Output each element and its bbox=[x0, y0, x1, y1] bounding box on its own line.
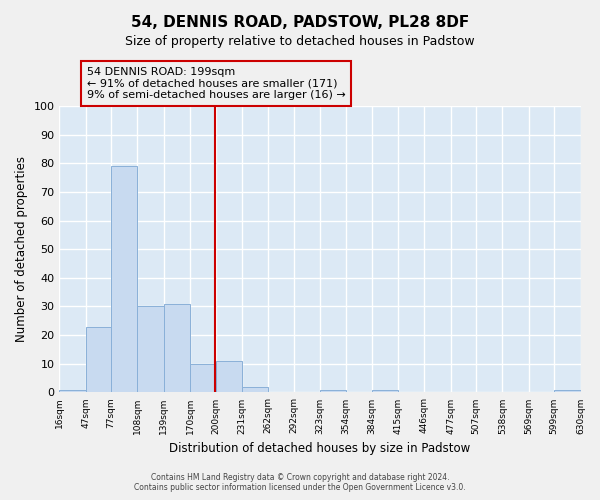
Bar bbox=[554, 390, 581, 392]
Bar bbox=[59, 390, 86, 392]
Bar bbox=[190, 364, 215, 392]
Bar bbox=[320, 390, 346, 392]
Text: 54 DENNIS ROAD: 199sqm
← 91% of detached houses are smaller (171)
9% of semi-det: 54 DENNIS ROAD: 199sqm ← 91% of detached… bbox=[86, 67, 346, 100]
X-axis label: Distribution of detached houses by size in Padstow: Distribution of detached houses by size … bbox=[169, 442, 470, 455]
Bar bbox=[215, 361, 242, 392]
Bar bbox=[111, 166, 137, 392]
Bar bbox=[164, 304, 190, 392]
Bar bbox=[137, 306, 164, 392]
Y-axis label: Number of detached properties: Number of detached properties bbox=[15, 156, 28, 342]
Bar bbox=[86, 326, 111, 392]
Text: Size of property relative to detached houses in Padstow: Size of property relative to detached ho… bbox=[125, 35, 475, 48]
Bar bbox=[242, 386, 268, 392]
Text: 54, DENNIS ROAD, PADSTOW, PL28 8DF: 54, DENNIS ROAD, PADSTOW, PL28 8DF bbox=[131, 15, 469, 30]
Bar bbox=[372, 390, 398, 392]
Text: Contains HM Land Registry data © Crown copyright and database right 2024.
Contai: Contains HM Land Registry data © Crown c… bbox=[134, 473, 466, 492]
